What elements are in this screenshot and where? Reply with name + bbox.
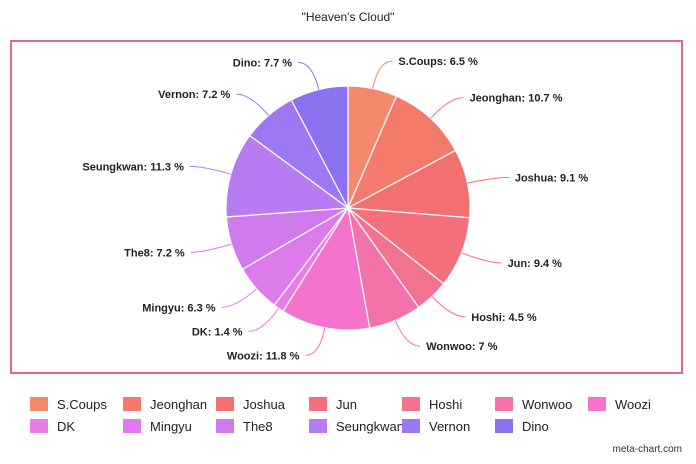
legend-item-jun: Jun xyxy=(309,396,402,412)
pie-slice-jeonghan xyxy=(346,95,457,210)
legend: S.Coups Jeonghan Joshua Jun Hoshi Wonwoo Woozi… xyxy=(30,396,690,434)
slice-label-wonwoo: Wonwoo: 7 % xyxy=(426,341,498,353)
pie-slice-seungkwan xyxy=(225,134,350,218)
leader-line-jeonghan xyxy=(430,97,464,119)
legend-swatch xyxy=(216,397,234,411)
leader-line-wonwoo xyxy=(394,320,421,347)
slice-label-dk: DK: 1.4 % xyxy=(192,326,243,338)
legend-label: Mingyu xyxy=(150,418,192,434)
legend-label: Dino xyxy=(522,418,549,434)
leader-line-jun xyxy=(461,252,502,264)
slice-label-dino: Dino: 7.7 % xyxy=(233,57,293,69)
legend-label: The8 xyxy=(243,418,273,434)
slice-label-jeonghan: Jeonghan: 10.7 % xyxy=(470,93,563,105)
slice-label-s-coups: S.Coups: 6.5 % xyxy=(398,56,478,68)
legend-label: Seungkwan xyxy=(336,418,404,434)
leader-line-woozi xyxy=(305,327,326,356)
legend-swatch xyxy=(216,419,234,433)
leader-line-mingyu xyxy=(221,288,257,308)
plot-area-frame xyxy=(10,40,683,374)
legend-label: Vernon xyxy=(429,418,471,434)
leader-line-the8 xyxy=(190,243,232,253)
legend-swatch xyxy=(309,419,327,433)
legend-swatch xyxy=(123,397,141,411)
legend-item-wonwoo: Wonwoo xyxy=(495,396,588,412)
legend-label: Wonwoo xyxy=(522,396,573,412)
legend-label: Jeonghan xyxy=(150,396,208,412)
leader-line-hoshi xyxy=(431,296,466,318)
leader-line-s-coups xyxy=(372,60,393,89)
leader-line-vernon xyxy=(236,93,269,116)
legend-item-the8: The8 xyxy=(216,418,309,434)
slice-label-seungkwan: Seungkwan: 11.3 % xyxy=(82,161,184,173)
legend-label: S.Coups xyxy=(57,396,107,412)
legend-swatch xyxy=(30,419,48,433)
legend-swatch xyxy=(123,419,141,433)
legend-label: Woozi xyxy=(615,396,651,412)
legend-label: Joshua xyxy=(243,396,285,412)
legend-item-joshua: Joshua xyxy=(216,396,309,412)
legend-item-s-coups: S.Coups xyxy=(30,396,123,412)
legend-label: Hoshi xyxy=(429,396,463,412)
legend-swatch xyxy=(309,397,327,411)
leader-line-dino xyxy=(298,61,320,90)
slice-label-woozi: Woozi: 11.8 % xyxy=(227,350,300,362)
legend-label: Jun xyxy=(336,396,357,412)
legend-swatch xyxy=(495,397,513,411)
legend-item-vernon: Vernon xyxy=(402,418,495,434)
legend-swatch xyxy=(402,397,420,411)
legend-item-hoshi: Hoshi xyxy=(402,396,495,412)
legend-item-dino: Dino xyxy=(495,418,588,434)
pie-slice-woozi xyxy=(282,206,371,331)
slice-label-vernon: Vernon: 7.2 % xyxy=(158,89,230,101)
slice-label-joshua: Joshua: 9.1 % xyxy=(515,172,589,184)
legend-swatch xyxy=(495,419,513,433)
legend-item-woozi: Woozi xyxy=(588,396,681,412)
legend-item-mingyu: Mingyu xyxy=(123,418,216,434)
legend-swatch xyxy=(30,397,48,411)
legend-item-jeonghan: Jeonghan xyxy=(123,396,216,412)
slice-label-the8: The8: 7.2 % xyxy=(124,247,185,259)
legend-item-seungkwan: Seungkwan xyxy=(309,418,404,434)
slice-label-jun: Jun: 9.4 % xyxy=(508,258,563,270)
footer-credit: meta-chart.com xyxy=(612,444,682,455)
legend-item-dk: DK xyxy=(30,418,123,434)
pie-slice-dino xyxy=(290,85,349,209)
legend-label: DK xyxy=(57,418,76,434)
slice-label-hoshi: Hoshi: 4.5 % xyxy=(471,312,537,324)
legend-swatch xyxy=(402,419,420,433)
leader-line-joshua xyxy=(467,176,509,184)
legend-swatch xyxy=(588,397,606,411)
slice-label-mingyu: Mingyu: 6.3 % xyxy=(142,302,216,314)
leader-line-dk xyxy=(248,308,279,332)
leader-line-seungkwan xyxy=(189,165,231,175)
chart-title: "Heaven's Cloud" xyxy=(301,10,395,24)
